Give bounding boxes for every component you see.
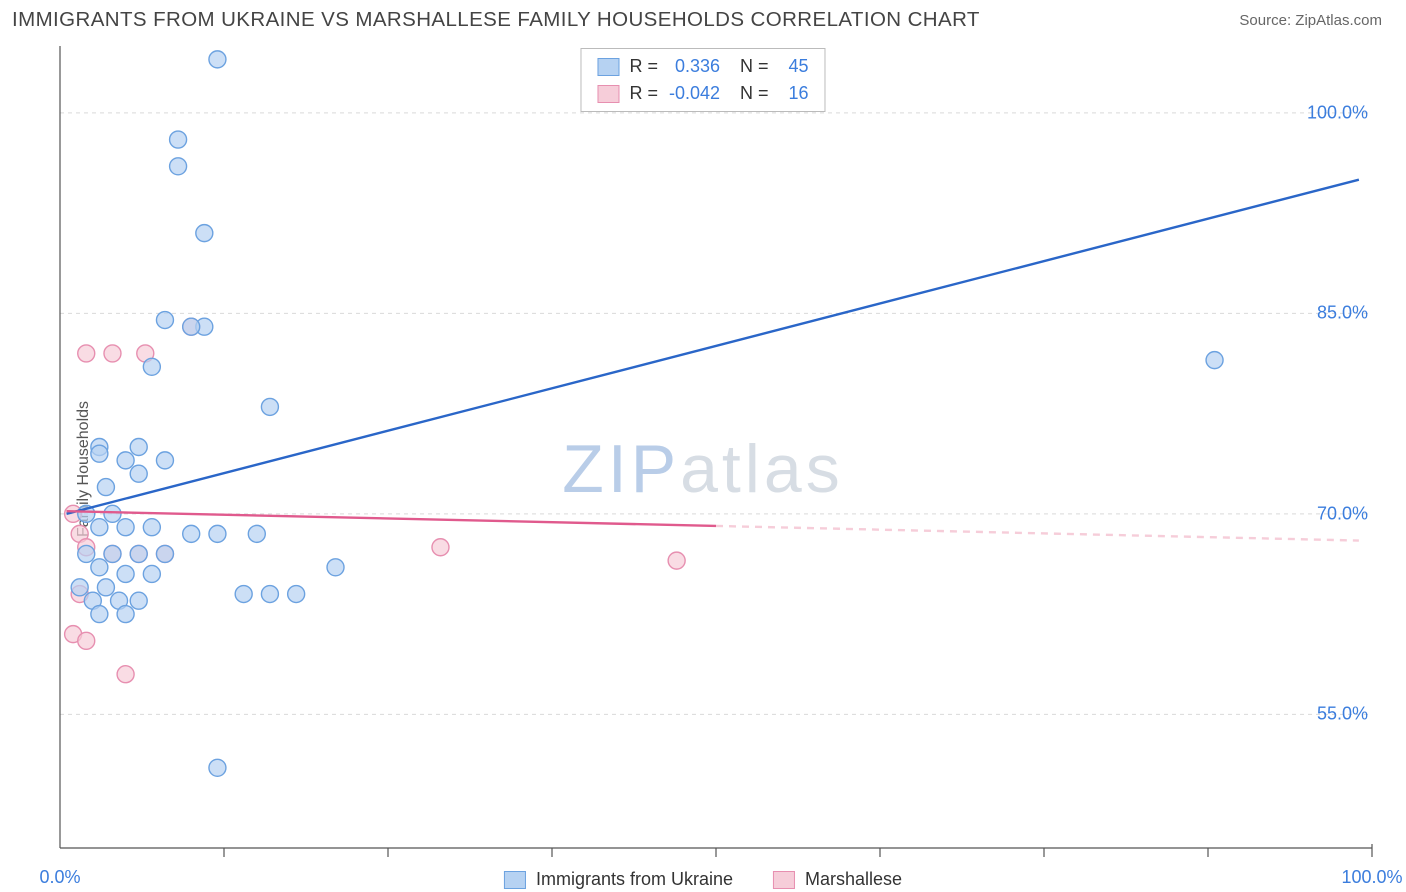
n-value: 16 [779,80,809,107]
series-legend-label: Immigrants from Ukraine [536,869,733,890]
r-value: -0.042 [668,80,720,107]
series-legend-item: Immigrants from Ukraine [504,869,733,890]
n-label: N = [740,80,769,107]
n-value: 45 [779,53,809,80]
x-tick: 100.0% [1341,867,1402,888]
stats-legend-row: R = -0.042 N = 16 [597,80,808,107]
r-label: R = [629,53,658,80]
legend-swatch [504,871,526,889]
chart-title: IMMIGRANTS FROM UKRAINE VS MARSHALLESE F… [12,8,980,32]
series-legend-label: Marshallese [805,869,902,890]
y-tick: 70.0% [1317,503,1368,524]
stats-legend-row: R = 0.336 N = 45 [597,53,808,80]
series-legend-item: Marshallese [773,869,902,890]
chart-header: IMMIGRANTS FROM UKRAINE VS MARSHALLESE F… [0,0,1406,36]
series-legend: Immigrants from Ukraine Marshallese [504,869,902,890]
legend-swatch [773,871,795,889]
source-label: Source: [1239,12,1295,29]
x-tick: 0.0% [39,867,80,888]
chart-container: Family Households ZIPatlas R =0.336N =45… [12,46,1394,892]
n-label: N = [740,53,769,80]
source-value: ZipAtlas.com [1295,12,1382,29]
legend-swatch [597,58,619,76]
legend-swatch [597,85,619,103]
scatter-plot-svg [12,46,1394,892]
y-tick: 100.0% [1307,102,1368,123]
source-attribution: Source: ZipAtlas.com [1239,12,1382,29]
y-tick: 85.0% [1317,303,1368,324]
stats-legend: R = 0.336 N = 45 R = -0.042 N = 16 [580,48,825,112]
r-label: R = [629,80,658,107]
r-value: 0.336 [668,53,720,80]
y-tick: 55.0% [1317,704,1368,725]
